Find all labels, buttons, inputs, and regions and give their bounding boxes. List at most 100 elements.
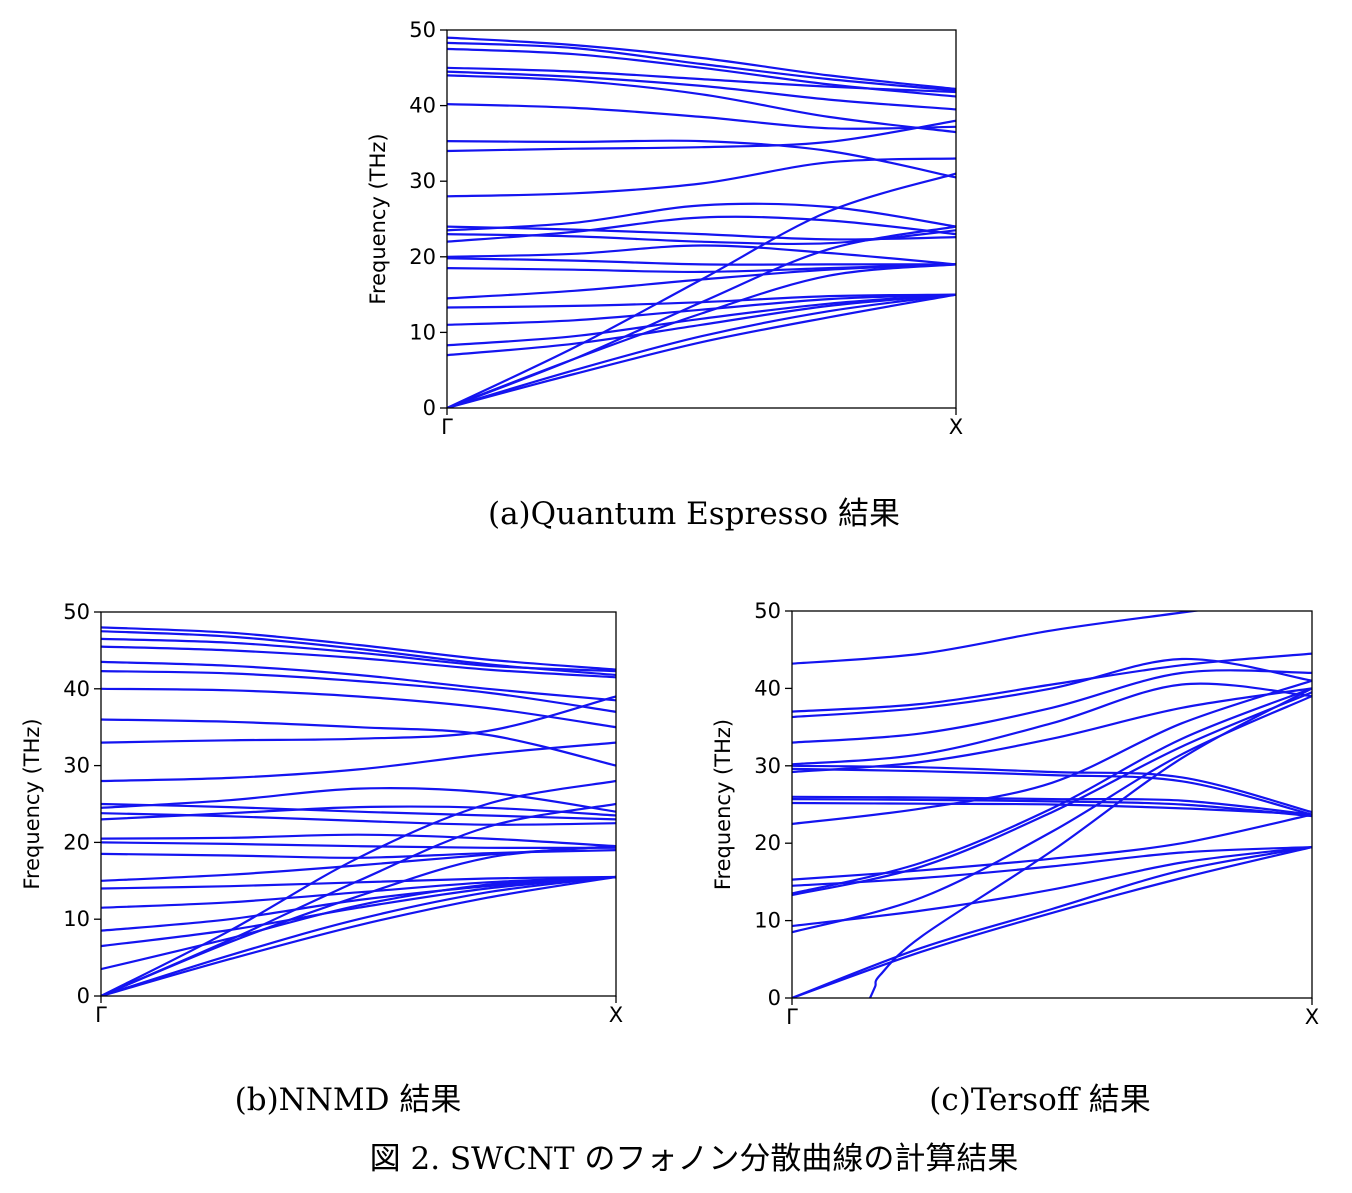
chart-c-xtick-label: Γ: [786, 1005, 798, 1029]
chart-c-series-14: [792, 687, 1312, 895]
chart-a-ytick-label: 20: [409, 245, 436, 269]
chart-b-series-6: [101, 687, 616, 729]
chart-a-ytick-label: 40: [409, 94, 436, 118]
chart-c-ytick-label: 0: [768, 986, 781, 1010]
chart-b-series-14: [101, 833, 616, 848]
chart-b-ylabel: Frequency (THz): [20, 718, 44, 889]
caption-c: (c)Tersoff 結果: [929, 1082, 1151, 1118]
caption-b: (b)NNMD 結果: [234, 1082, 462, 1118]
chart-c-series-6: [792, 767, 1312, 816]
chart-b-series-4: [101, 660, 616, 702]
chart-b-series-21: [101, 875, 616, 948]
chart-c-bands: [792, 611, 1312, 998]
chart-b-series-22: [101, 875, 616, 971]
chart-b-series-13: [101, 805, 616, 821]
chart-a-series-8: [447, 119, 956, 153]
chart-b-series-0: [101, 626, 616, 671]
chart-c-group: 0 10 20 30 40 50 Γ X Frequency (THz): [711, 599, 1319, 1029]
chart-c-series-10: [792, 801, 1312, 816]
chart-b-series-15: [101, 841, 616, 849]
chart-a-ytick-label: 50: [409, 18, 436, 42]
chart-c-ytick-label: 30: [754, 754, 781, 778]
chart-b-series-20: [101, 875, 616, 932]
chart-c-series-16: [792, 846, 1312, 928]
chart-a-series-5: [447, 74, 956, 134]
chart-a-series-3: [447, 66, 956, 94]
caption-a: (a)Quantum Espresso 結果: [487, 496, 901, 532]
chart-a-series-26: [447, 293, 956, 408]
chart-a-series-4: [447, 70, 956, 111]
chart-b-series-11: [101, 787, 616, 813]
chart-c-series-19: [792, 846, 1312, 998]
chart-b-series-27: [101, 875, 616, 996]
chart-b-series-25: [101, 779, 616, 996]
chart-c-series-17: [792, 695, 1312, 934]
chart-a-series-14: [447, 244, 956, 266]
chart-a-axes-frame: [446, 29, 957, 409]
chart-c-series-4: [792, 682, 1312, 766]
chart-b-series-2: [101, 637, 616, 673]
chart-b-series-26: [101, 875, 616, 996]
chart-a-ylabel: Frequency (THz): [366, 133, 390, 304]
chart-c-ytick-label: 10: [754, 909, 781, 933]
chart-c-ytick-label: 20: [754, 831, 781, 855]
chart-c-series-2: [792, 657, 1312, 719]
chart-a-series-19: [447, 293, 956, 326]
chart-a-series-13: [447, 215, 956, 243]
chart-c-series-12: [792, 813, 1312, 881]
chart-c-series-0: [792, 611, 1202, 665]
chart-a-series-9: [447, 157, 956, 198]
chart-c-ytick-label: 40: [754, 676, 781, 700]
chart-a-series-15: [447, 257, 956, 266]
chart-c-series-20: [868, 687, 1312, 998]
chart-a-bands: [447, 36, 956, 408]
figure-caption: 図 2. SWCNT のフォノン分散曲線の計算結果: [369, 1141, 1019, 1177]
chart-b-xtick-label: Γ: [95, 1003, 107, 1027]
chart-a-ytick-label: 30: [409, 169, 436, 193]
chart-a-ytick-label: 10: [409, 320, 436, 344]
chart-c-ytick-label: 50: [754, 599, 781, 623]
chart-a-series-23: [447, 225, 956, 408]
chart-a-ytick-label: 0: [423, 396, 436, 420]
chart-b-series-3: [101, 645, 616, 679]
chart-b-ytick-label: 0: [77, 984, 90, 1008]
chart-c-series-13: [792, 846, 1312, 887]
chart-c-series-7: [792, 687, 1312, 774]
chart-c-axes-frame: [791, 610, 1313, 999]
chart-b-ytick-label: 10: [63, 907, 90, 931]
chart-c-series-1: [792, 652, 1312, 713]
chart-c-ylabel: Frequency (THz): [711, 719, 735, 890]
chart-a-series-11: [447, 202, 956, 232]
chart-c-xtick-label: X: [1305, 1005, 1319, 1029]
chart-a-series-0: [447, 36, 956, 91]
chart-a-series-6: [447, 103, 956, 130]
chart-b-group: 0 10 20 30 40 50 Γ X Frequency (THz): [20, 600, 623, 1027]
chart-c-series-8: [792, 795, 1312, 816]
chart-a-group: 0 10 20 30 40 50 Γ X Frequency (THz): [366, 18, 963, 439]
chart-b-ytick-label: 20: [63, 830, 90, 854]
chart-a-xtick-label: X: [949, 415, 963, 439]
chart-a-series-25: [447, 293, 956, 408]
chart-b-series-24: [101, 802, 616, 996]
chart-b-series-18: [101, 875, 616, 890]
chart-c-series-3: [792, 669, 1312, 744]
chart-a-series-24: [447, 172, 956, 408]
chart-c-series-9: [792, 798, 1312, 818]
chart-c-series-18: [792, 846, 1312, 998]
chart-b-series-5: [101, 670, 616, 713]
chart-c-series-11: [792, 679, 1312, 825]
chart-a-xtick-label: Γ: [441, 415, 453, 439]
chart-b-series-7: [101, 718, 616, 767]
chart-a-series-20: [447, 293, 956, 347]
chart-b-series-8: [101, 695, 616, 744]
chart-a-series-1: [447, 41, 956, 92]
chart-a-series-21: [447, 293, 956, 357]
chart-c-series-15: [792, 691, 1312, 897]
chart-b-bands: [101, 626, 616, 996]
chart-b-ytick-label: 50: [63, 600, 90, 624]
chart-b-series-9: [101, 741, 616, 783]
chart-b-xtick-label: X: [609, 1003, 623, 1027]
chart-a-series-7: [447, 139, 956, 179]
chart-b-ytick-label: 40: [63, 677, 90, 701]
